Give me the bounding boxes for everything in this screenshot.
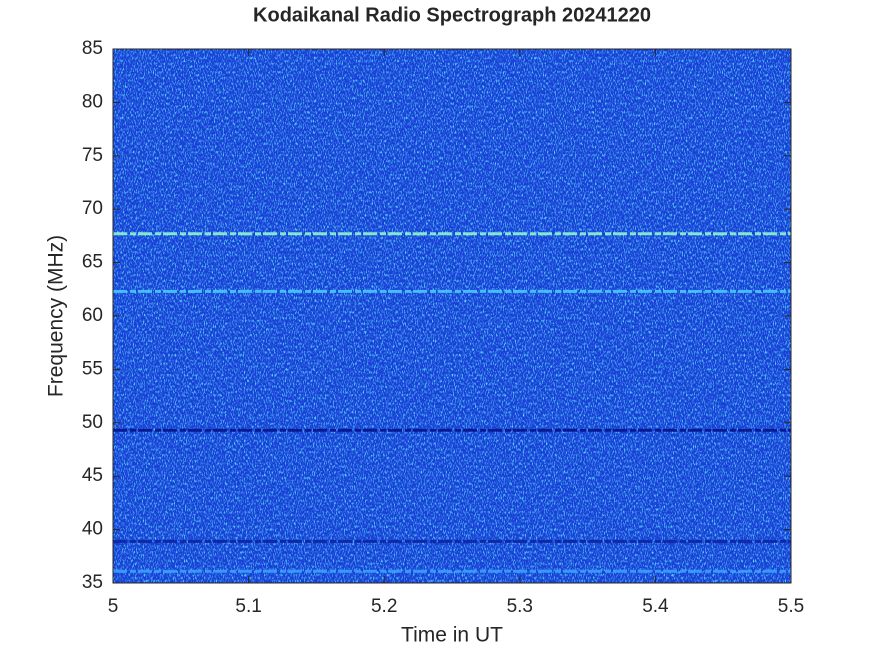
bands — [113, 232, 791, 573]
y-tick-label: 60 — [82, 305, 103, 326]
y-tick-label: 40 — [82, 519, 103, 540]
x-axis-label: Time in UT — [401, 624, 503, 647]
x-tick-label: 5 — [108, 596, 119, 617]
y-tick-label: 45 — [82, 465, 103, 486]
spectrogram-noise — [113, 49, 791, 583]
chart-title: Kodaikanal Radio Spectrograph 20241220 — [253, 4, 651, 26]
y-tick-label: 55 — [82, 358, 103, 379]
y-tick-label: 85 — [82, 38, 103, 59]
x-tick-label: 5.5 — [778, 596, 804, 617]
y-tick-label: 75 — [82, 145, 103, 166]
y-tick-label: 65 — [82, 252, 103, 273]
x-tick-label: 5.1 — [235, 596, 261, 617]
x-tick-label: 5.3 — [507, 596, 533, 617]
y-tick-label: 35 — [82, 572, 103, 593]
x-tick-label: 5.4 — [642, 596, 669, 617]
y-tick-label: 50 — [82, 412, 103, 433]
x-tick-label: 5.2 — [371, 596, 397, 617]
y-tick-label: 70 — [82, 198, 103, 219]
y-tick-label: 80 — [82, 91, 103, 112]
y-axis-label: Frequency (MHz) — [45, 235, 68, 397]
